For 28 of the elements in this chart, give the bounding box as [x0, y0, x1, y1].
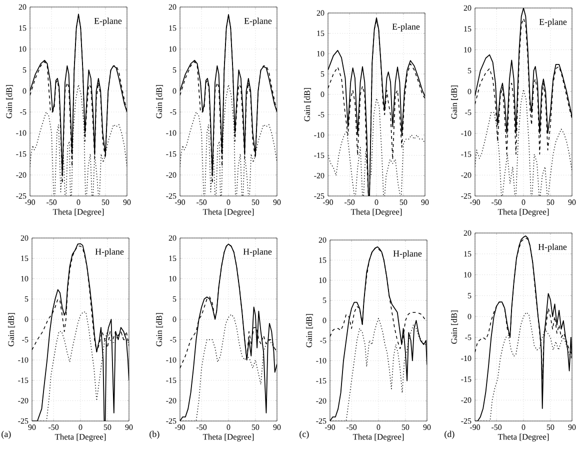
y-axis-title: Gain [dB] — [451, 86, 458, 119]
x-axis-title: Theta [Degree] — [54, 434, 106, 442]
annotation: E-plane — [539, 18, 567, 27]
annotation: E-plane — [244, 18, 272, 26]
annotation: H-plane — [243, 248, 272, 256]
annotation: H-plane — [393, 250, 422, 258]
x-axis-title: Theta [Degree] — [498, 434, 549, 442]
x-axis-title: Theta [Degree] — [52, 208, 104, 216]
y-axis-title: Gain [dB] — [451, 310, 458, 344]
y-axis-title: Gain [dB] — [306, 314, 314, 348]
y-axis-title: Gain [dB] — [304, 88, 312, 122]
x-axis-title: Theta [Degree] — [352, 434, 404, 442]
text: (a) — [2, 430, 11, 439]
x-axis-title: Theta [Degree] — [498, 208, 549, 216]
y-axis-title: Gain [dB] — [156, 313, 164, 346]
annotation: H-plane — [95, 248, 124, 256]
x-axis-title: Theta [Degree] — [202, 434, 254, 442]
annotation: H-plane — [538, 244, 567, 252]
text: (b) — [150, 430, 160, 439]
y-axis-title: Gain [dB] — [8, 313, 16, 346]
text: (d) — [444, 430, 454, 439]
x-axis-title: Theta [Degree] — [202, 208, 254, 216]
y-axis-title: Gain [dB] — [6, 85, 14, 118]
text: (c) — [300, 430, 309, 439]
x-axis-title: Theta [Degree] — [350, 208, 402, 216]
y-axis-title: Gain [dB] — [156, 85, 164, 118]
annotation: E-plane — [392, 23, 420, 32]
annotation: E-plane — [94, 18, 122, 26]
